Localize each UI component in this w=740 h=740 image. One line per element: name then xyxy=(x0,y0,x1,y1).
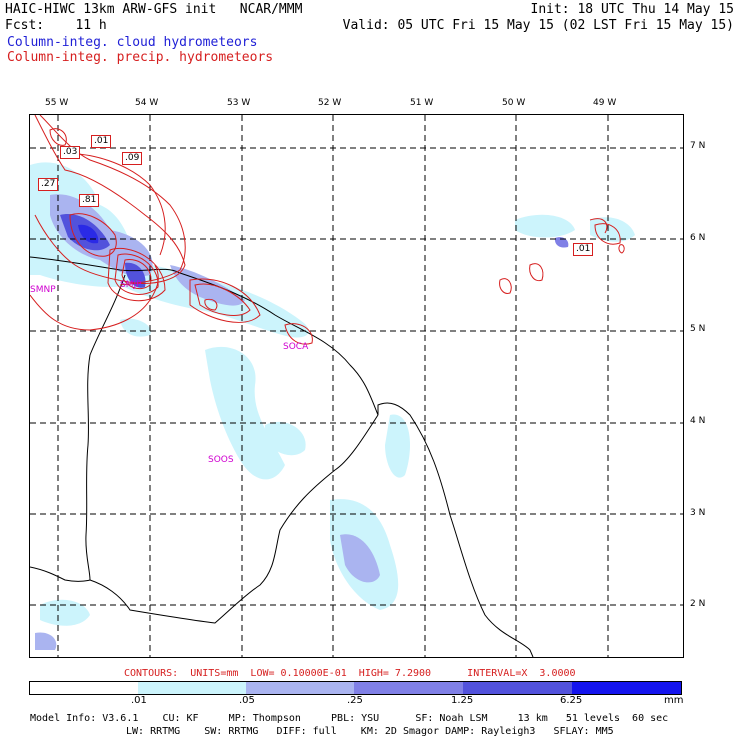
colorbar-tick: .05 xyxy=(239,695,255,706)
contour-label: .03 xyxy=(60,146,81,159)
lat-label: 3 N xyxy=(690,508,706,518)
map-graphic xyxy=(30,115,683,657)
model-info-line2: LW: RRTMG SW: RRTMG DIFF: full KM: 2D Sm… xyxy=(126,726,614,737)
contour-label: .27 xyxy=(38,178,59,191)
lon-label: 52 W xyxy=(318,98,342,108)
station-label: SOOS xyxy=(208,455,234,465)
colorbar-bin xyxy=(572,682,681,694)
station-label: SMNP xyxy=(30,285,56,295)
contour-label: .81 xyxy=(79,194,100,207)
colorbar-tick: 6.25 xyxy=(560,695,583,706)
lon-label: 49 W xyxy=(593,98,617,108)
colorbar-bin xyxy=(246,682,354,694)
station-label: SOCA xyxy=(283,342,309,352)
colorbar-bin xyxy=(138,682,246,694)
lat-label: 5 N xyxy=(690,324,706,334)
colorbar-tick: 1.25 xyxy=(451,695,474,706)
contours-info: CONTOURS: UNITS=mm LOW= 0.10000E-01 HIGH… xyxy=(124,668,576,679)
colorbar-tick: .25 xyxy=(347,695,363,706)
lat-label: 7 N xyxy=(690,141,706,151)
colorbar xyxy=(29,681,682,695)
colorbar-unit: mm xyxy=(664,695,684,706)
lon-label: 50 W xyxy=(502,98,526,108)
lon-label: 55 W xyxy=(45,98,69,108)
lon-label: 54 W xyxy=(135,98,159,108)
init-time: Init: 18 UTC Thu 14 May 15 xyxy=(530,2,735,17)
forecast-hour: Fcst: 11 h xyxy=(5,18,107,33)
contour-label: .09 xyxy=(122,152,143,165)
colorbar-bin xyxy=(354,682,463,694)
lat-lon-grid xyxy=(30,115,683,657)
model-info-line1: Model Info: V3.6.1 CU: KF MP: Thompson P… xyxy=(30,713,669,724)
field-label-precip: Column-integ. precip. hydrometeors xyxy=(7,50,274,65)
lat-label: 4 N xyxy=(690,416,706,426)
map-panel: .03 .01 .09 .27 .81 .01 SMNP SMJP SOCA S… xyxy=(29,114,684,658)
lon-label: 51 W xyxy=(410,98,434,108)
field-label-cloud: Column-integ. cloud hydrometeors xyxy=(7,35,258,50)
title-line: HAIC-HIWC 13km ARW-GFS init NCAR/MMM xyxy=(5,2,303,17)
colorbar-bin xyxy=(463,682,572,694)
lon-label: 53 W xyxy=(227,98,251,108)
contour-label: .01 xyxy=(573,243,594,256)
lat-label: 6 N xyxy=(690,233,706,243)
lat-label: 2 N xyxy=(690,599,706,609)
station-label: SMJP xyxy=(120,280,142,290)
colorbar-bin xyxy=(30,682,138,694)
colorbar-tick: .01 xyxy=(131,695,147,706)
contour-label: .01 xyxy=(91,135,112,148)
valid-time: Valid: 05 UTC Fri 15 May 15 (02 LST Fri … xyxy=(342,18,734,33)
